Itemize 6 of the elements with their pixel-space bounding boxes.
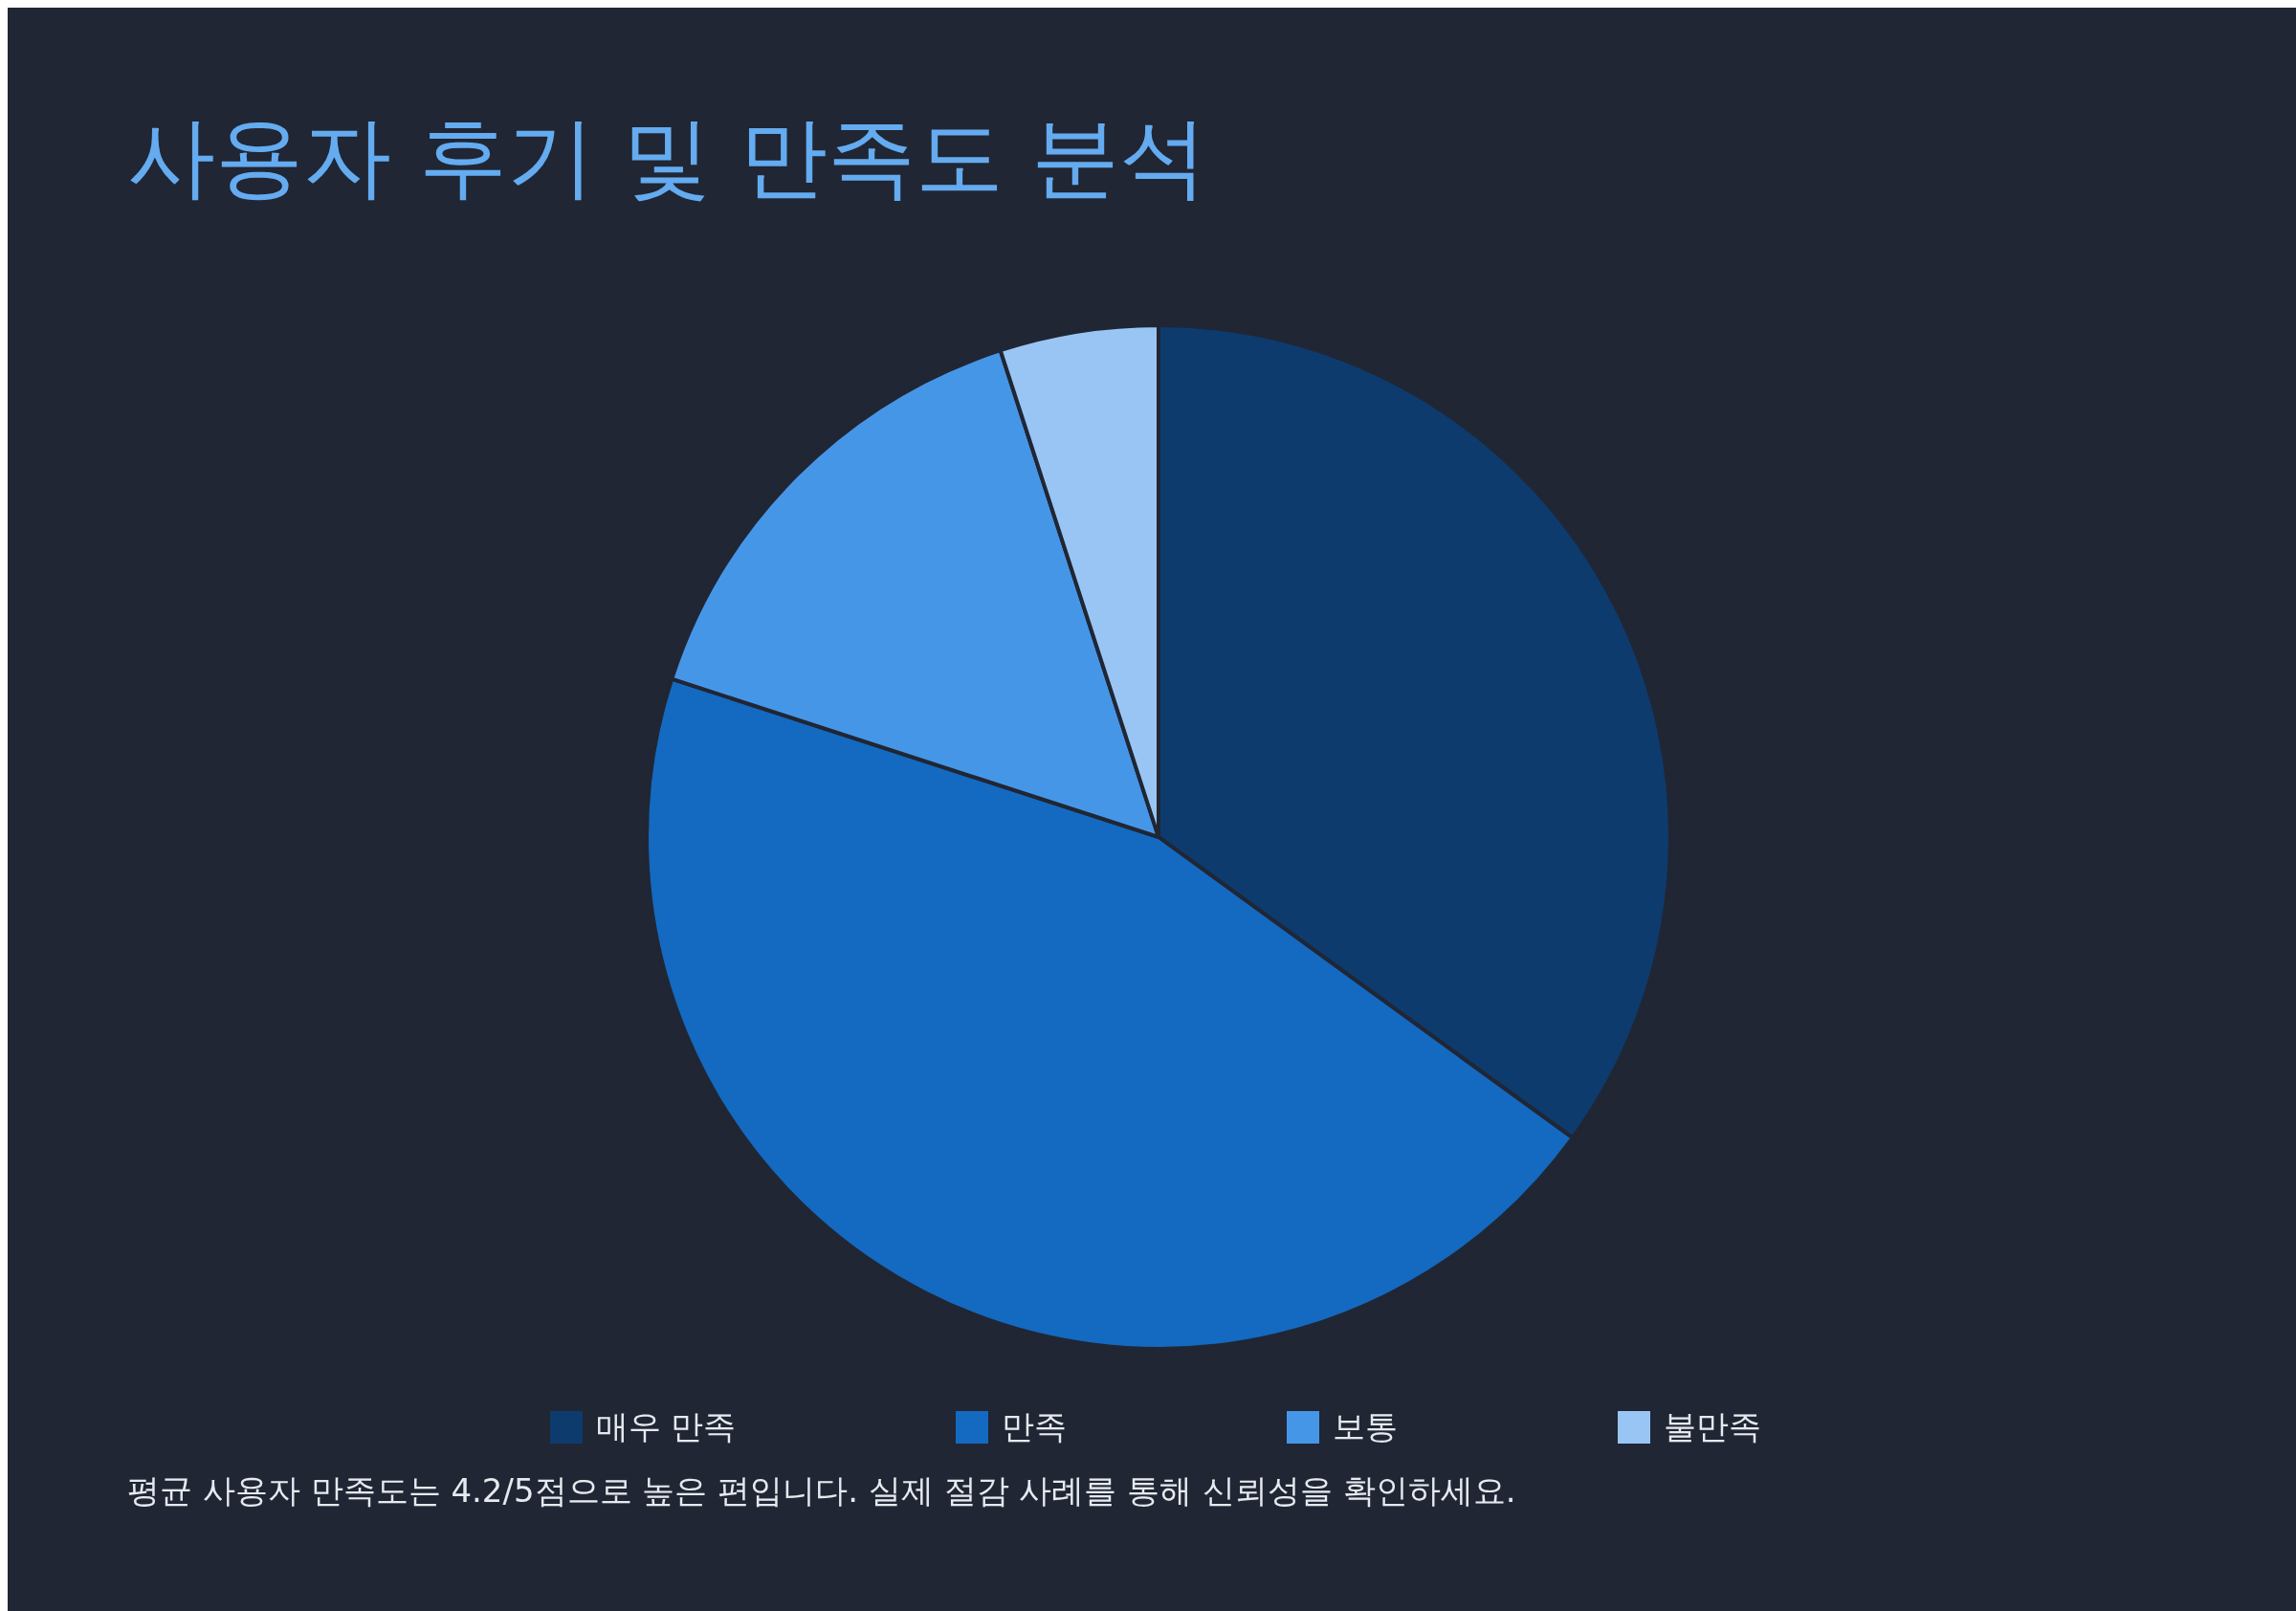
text: 평균 사용자 만족도는 4.2/5점으로 높은 편입니다. 실제 절감 사례를 통해 신뢰성을 확인하세요.	[127, 1470, 1516, 1512]
legend-label: 매우 만족	[595, 1406, 737, 1447]
chart-title: 사용자 후기 및 만족도 분석	[127, 105, 1207, 210]
legend-label: 만족	[1002, 1406, 1068, 1447]
legend-label: 보통	[1333, 1406, 1399, 1447]
legend-label: 불만족	[1664, 1406, 1762, 1447]
